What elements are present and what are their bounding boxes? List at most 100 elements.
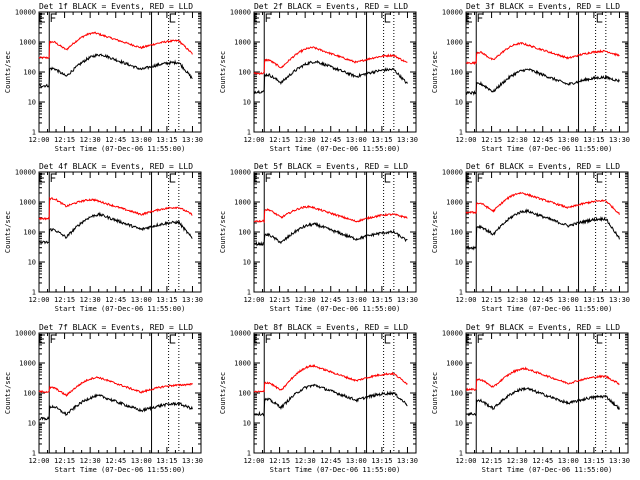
y-tick-label: 1000 (446, 39, 463, 47)
x-tick-label: 13:00 (558, 296, 579, 304)
y-tick-label: 1000 (234, 39, 251, 47)
x-tick-label: 13:00 (131, 136, 152, 144)
events-series-line (39, 53, 193, 88)
x-tick-label: 12:45 (320, 457, 341, 465)
e-marker (254, 13, 260, 23)
x-tick-label: 12:15 (481, 296, 502, 304)
x-axis-label: Start Time (07-Dec-06 11:55:00) (482, 466, 613, 474)
x-tick-label: 12:15 (54, 457, 75, 465)
x-tick-label: 13:00 (558, 136, 579, 144)
y-tick-label: 100 (450, 69, 463, 77)
y-tick-label: 1000 (446, 199, 463, 207)
x-tick-label: 13:15 (371, 296, 392, 304)
x-axis-label: Start Time (07-Dec-06 11:55:00) (270, 145, 401, 153)
x-axis-label: Start Time (07-Dec-06 11:55:00) (55, 305, 186, 313)
x-tick-label: 13:30 (182, 296, 203, 304)
y-tick-label: 10 (243, 259, 251, 267)
x-axis-label: Start Time (07-Dec-06 11:55:00) (55, 466, 186, 474)
x-tick-label: 12:15 (54, 296, 75, 304)
e-marker (254, 173, 260, 183)
y-tick-label: 1 (459, 129, 463, 137)
x-tick-label: 12:45 (105, 296, 126, 304)
y-tick-label: 10 (455, 420, 463, 428)
x-tick-label: 12:30 (507, 457, 528, 465)
x-tick-label: 12:00 (28, 136, 49, 144)
x-tick-label: 13:30 (609, 457, 630, 465)
y-tick-label: 100 (450, 229, 463, 237)
y-tick-label: 100 (238, 390, 251, 398)
f-marker (265, 173, 272, 182)
x-tick-label: 12:00 (28, 296, 49, 304)
y-tick-label: 10 (243, 420, 251, 428)
y-tick-label: 1 (247, 129, 251, 137)
y-tick-label: 10 (28, 259, 36, 267)
y-tick-label: 10000 (442, 169, 463, 177)
panel-1: Det 1f BLACK = Events, RED = LLD 1 10 100 10… (4, 2, 203, 153)
x-tick-label: 13:15 (583, 457, 604, 465)
y-tick-label: 1 (32, 450, 36, 458)
f-marker (50, 13, 57, 22)
y-tick-label: 1 (247, 289, 251, 297)
panel-3: Det 3f BLACK = Events, RED = LLD 1 10 100 10… (431, 2, 630, 153)
lld-series-line (465, 41, 620, 66)
x-tick-label: 12:30 (295, 457, 316, 465)
x-tick-label: 13:15 (156, 457, 177, 465)
panel-title: Det 8f BLACK = Events, RED = LLD (254, 323, 408, 332)
x-tick-label: 12:45 (105, 457, 126, 465)
e-marker (466, 173, 472, 183)
x-tick-label: 13:15 (156, 136, 177, 144)
x-tick-label: 12:00 (28, 457, 49, 465)
y-tick-label: 1000 (19, 360, 36, 368)
x-tick-label: 13:30 (182, 457, 203, 465)
y-tick-label: 1000 (234, 199, 251, 207)
x-tick-label: 12:00 (243, 296, 264, 304)
x-tick-label: 12:00 (455, 296, 476, 304)
e-marker (39, 173, 45, 183)
e2-marker (169, 13, 176, 23)
x-tick-label: 13:30 (609, 136, 630, 144)
y-axis-label: Counts/sec (219, 211, 227, 253)
y-tick-label: 10000 (15, 9, 36, 17)
x-tick-label: 12:30 (295, 136, 316, 144)
e-marker (39, 13, 45, 23)
events-series-line (38, 211, 193, 245)
events-series-line (465, 67, 620, 96)
x-tick-label: 13:30 (182, 136, 203, 144)
e2-marker (169, 334, 176, 344)
x-axis-label: Start Time (07-Dec-06 11:55:00) (482, 145, 613, 153)
lld-series-line (253, 46, 408, 75)
e2-marker (596, 173, 603, 183)
x-tick-label: 12:15 (269, 296, 290, 304)
x-tick-label: 13:00 (558, 457, 579, 465)
panel-2: Det 2f BLACK = Events, RED = LLD 1 10 100 10… (219, 2, 418, 153)
x-tick-label: 12:30 (507, 296, 528, 304)
x-tick-label: 13:15 (156, 296, 177, 304)
x-tick-label: 12:45 (532, 296, 553, 304)
x-tick-label: 12:30 (80, 457, 101, 465)
plot-frame (38, 11, 202, 133)
y-tick-label: 1 (247, 450, 251, 458)
panel-title: Det 2f BLACK = Events, RED = LLD (254, 2, 408, 11)
panel-8: Det 8f BLACK = Events, RED = LLD 1 10 100 10… (219, 323, 418, 474)
f-marker (265, 334, 272, 343)
events-series-line (253, 221, 408, 247)
x-tick-label: 13:30 (609, 296, 630, 304)
x-tick-label: 12:45 (105, 136, 126, 144)
lld-series-line (38, 31, 193, 60)
x-tick-label: 13:15 (583, 296, 604, 304)
y-axis-label: Counts/sec (4, 51, 12, 93)
x-axis-label: Start Time (07-Dec-06 11:55:00) (482, 305, 613, 313)
y-tick-label: 100 (23, 69, 36, 77)
y-tick-label: 100 (23, 229, 36, 237)
x-tick-label: 12:00 (243, 457, 264, 465)
x-tick-label: 12:30 (295, 296, 316, 304)
y-tick-label: 10000 (15, 169, 36, 177)
y-tick-label: 10 (455, 99, 463, 107)
y-tick-label: 10 (455, 259, 463, 267)
x-tick-label: 12:30 (507, 136, 528, 144)
y-tick-label: 10000 (442, 9, 463, 17)
y-tick-label: 100 (238, 229, 251, 237)
panel-title: Det 4f BLACK = Events, RED = LLD (39, 162, 193, 171)
y-axis-label: Counts/sec (431, 372, 439, 414)
